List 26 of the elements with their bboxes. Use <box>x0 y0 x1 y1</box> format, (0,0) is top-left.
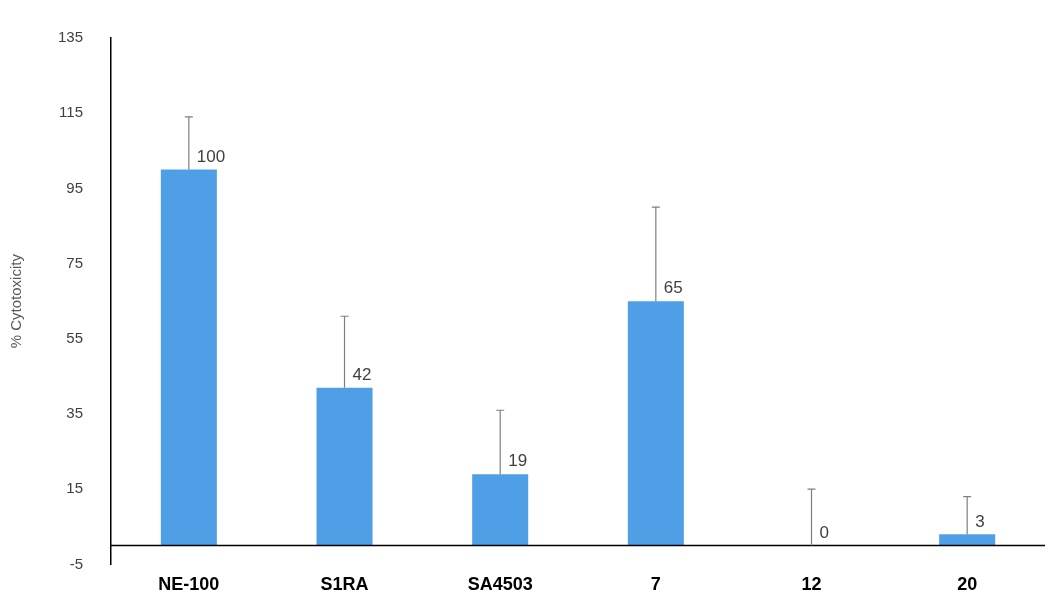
x-tick-label: S1RA <box>320 574 369 595</box>
y-tick-label: 55 <box>66 328 84 346</box>
x-tick-label: NE-100 <box>158 574 220 595</box>
x-tick-label: 12 <box>801 574 822 595</box>
data-label: 42 <box>352 364 372 384</box>
data-label: 19 <box>508 451 528 471</box>
bar <box>939 534 996 546</box>
bar <box>160 169 217 546</box>
bar <box>627 301 684 546</box>
y-axis-title: % Cytotoxicity <box>7 253 25 349</box>
data-label: 100 <box>196 146 226 166</box>
y-tick-label: 35 <box>66 404 84 422</box>
x-tick-label: 20 <box>957 574 978 595</box>
y-tick-label: 115 <box>59 103 84 121</box>
y-tick-label: 75 <box>66 253 84 271</box>
y-tick-label: 95 <box>66 178 84 196</box>
y-tick-label: 15 <box>66 479 84 497</box>
x-tick-label: 7 <box>650 574 661 595</box>
data-label: 65 <box>663 278 683 298</box>
data-label: 3 <box>975 511 985 531</box>
y-tick-label: -5 <box>69 554 84 572</box>
bar <box>472 474 529 546</box>
y-tick-label: 135 <box>58 28 84 46</box>
data-label: 0 <box>819 522 829 542</box>
x-tick-label: SA4503 <box>467 574 533 595</box>
bar <box>316 387 373 546</box>
